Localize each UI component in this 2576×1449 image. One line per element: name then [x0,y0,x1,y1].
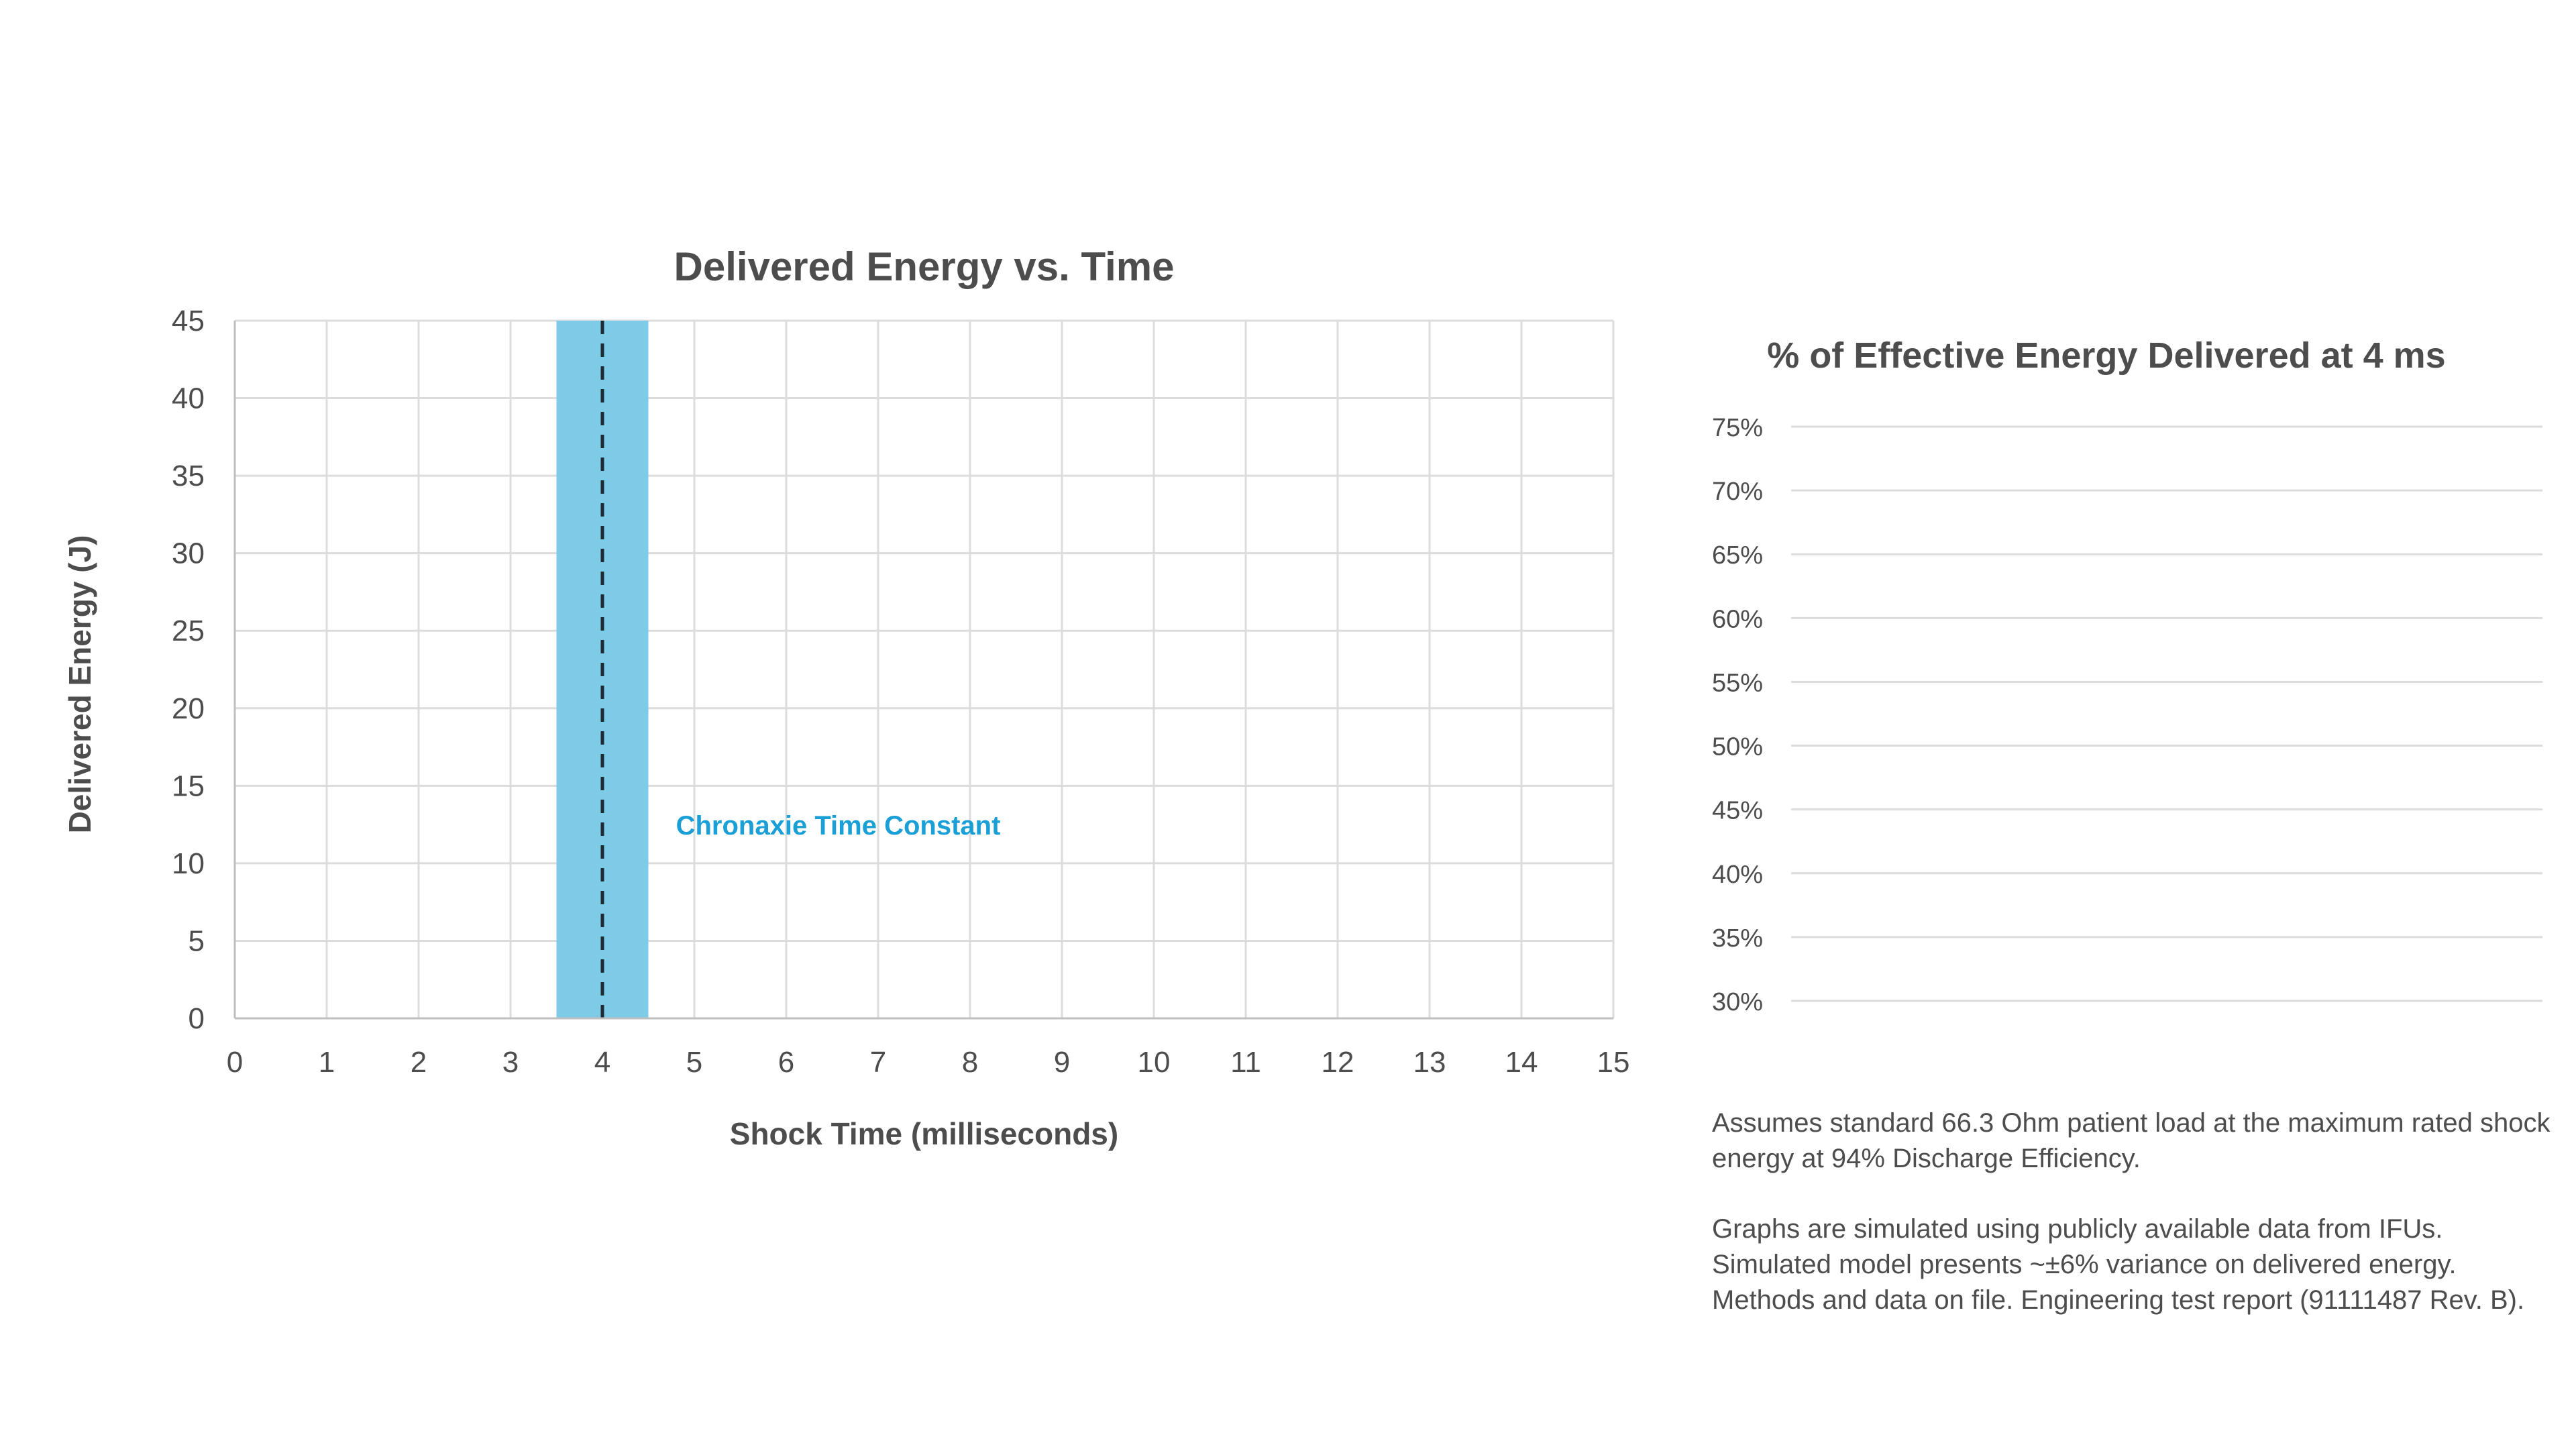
y-tick-label: 0 [189,1002,205,1035]
footnote-method: Graphs are simulated using publicly avai… [1712,1214,2525,1315]
x-tick-label: 0 [227,1046,243,1079]
y-tick-label: 30% [1712,988,1763,1016]
chart-title: % of Effective Energy Delivered at 4 ms [1767,335,2445,376]
y-tick-label: 65% [1712,541,1763,570]
y-tick-label: 35 [172,460,205,492]
x-tick-label: 9 [1054,1046,1070,1079]
y-tick-label: 70% [1712,478,1763,506]
chart-title: Delivered Energy vs. Time [674,244,1175,289]
footnote-load: Assumes standard 66.3 Ohm patient load a… [1712,1108,2551,1173]
x-tick-label: 4 [594,1046,610,1079]
y-tick-label: 60% [1712,605,1763,633]
x-tick-label: 8 [962,1046,978,1079]
delivered-energy-chart: 0 1 2 3 4 5 6 7 8 9 10 11 12 13 14 15051015202530354045… [62,244,1629,1151]
y-tick-label: 15 [172,769,205,802]
y-tick-label: 45% [1712,797,1763,825]
y-tick-label: 25 [172,614,205,647]
y-tick-label: 20 [172,692,205,725]
x-tick-label: 13 [1413,1046,1446,1079]
y-tick-label: 10 [172,847,205,880]
x-tick-label: 2 [411,1046,427,1079]
y-axis-title: Delivered Energy (J) [62,535,97,834]
x-tick-label: 3 [502,1046,519,1079]
x-tick-label: 12 [1322,1046,1354,1079]
x-axis-title: Shock Time (milliseconds) [730,1116,1118,1151]
x-tick-label: 6 [778,1046,794,1079]
x-tick-label: 5 [686,1046,702,1079]
y-tick-label: 30 [172,537,205,570]
footnotes: Assumes standard 66.3 Ohm patient load a… [1712,1106,2551,1353]
y-tick-label: 40 [172,382,205,415]
x-tick-label: 11 [1230,1046,1261,1079]
effective-energy-chart: 30% 35% 40% 45% 50% 55% 60% 65% 70% 75% % of Effec… [1712,335,2542,1016]
x-tick-label: 15 [1597,1046,1630,1079]
x-tick-label: 7 [870,1046,886,1079]
y-tick-label: 35% [1712,924,1763,953]
chronaxie-label: Chronaxie Time Constant [676,811,1001,841]
x-tick-label: 1 [319,1046,335,1079]
y-tick-label: 50% [1712,733,1763,761]
x-tick-label: 14 [1505,1046,1538,1079]
y-tick-label: 5 [189,924,205,957]
x-tick-label: 10 [1138,1046,1171,1079]
y-tick-label: 40% [1712,861,1763,889]
y-tick-label: 75% [1712,414,1763,442]
y-tick-label: 45 [172,305,205,337]
y-tick-label: 55% [1712,669,1763,697]
